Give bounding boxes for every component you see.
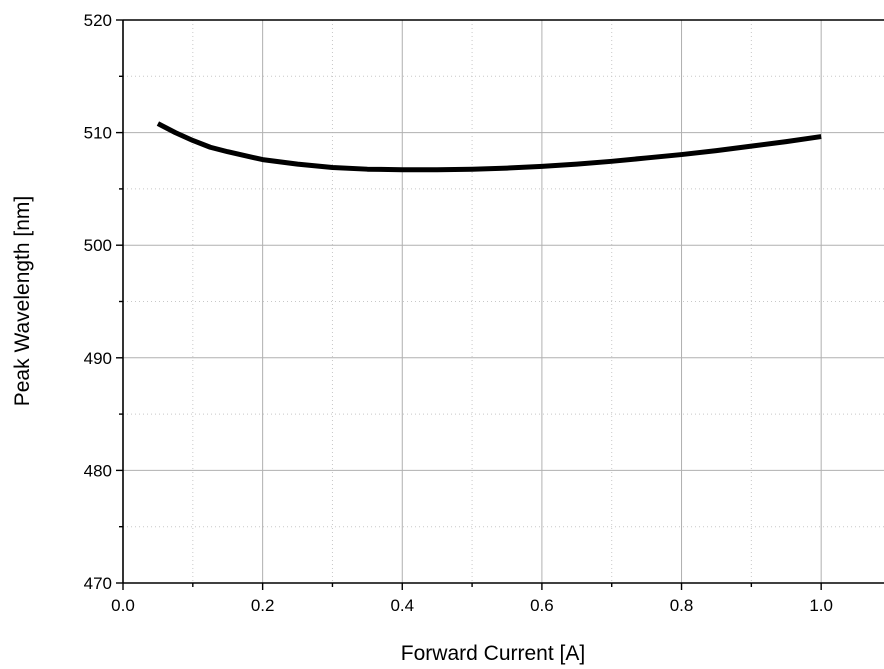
y-tick-label-0: 470 [84,574,112,593]
ticks [116,19,822,590]
x-tick-label-2: 0.4 [390,596,414,615]
x-tick-label-0: 0.0 [111,596,135,615]
y-tick-label-2: 490 [84,349,112,368]
x-tick-label-3: 0.6 [530,596,554,615]
y-tick-label-5: 520 [84,11,112,30]
x-axis-title: Forward Current [A] [401,642,585,665]
minor-gridlines [123,20,884,583]
series-line-0 [156,121,822,173]
y-axis-title: Peak Wavelength [nm] [11,196,34,407]
tick-labels: 0.0 0.2 0.4 0.6 0.8 1.0 470 480 490 500 510 520 [84,11,833,615]
major-gridlines [123,20,884,583]
x-tick-label-5: 1.0 [809,596,833,615]
y-tick-label-3: 500 [84,236,112,255]
x-tick-label-1: 0.2 [251,596,275,615]
y-tick-label-4: 510 [84,124,112,143]
y-tick-label-1: 480 [84,461,112,480]
series-layer [156,121,822,173]
x-tick-label-4: 0.8 [670,596,694,615]
